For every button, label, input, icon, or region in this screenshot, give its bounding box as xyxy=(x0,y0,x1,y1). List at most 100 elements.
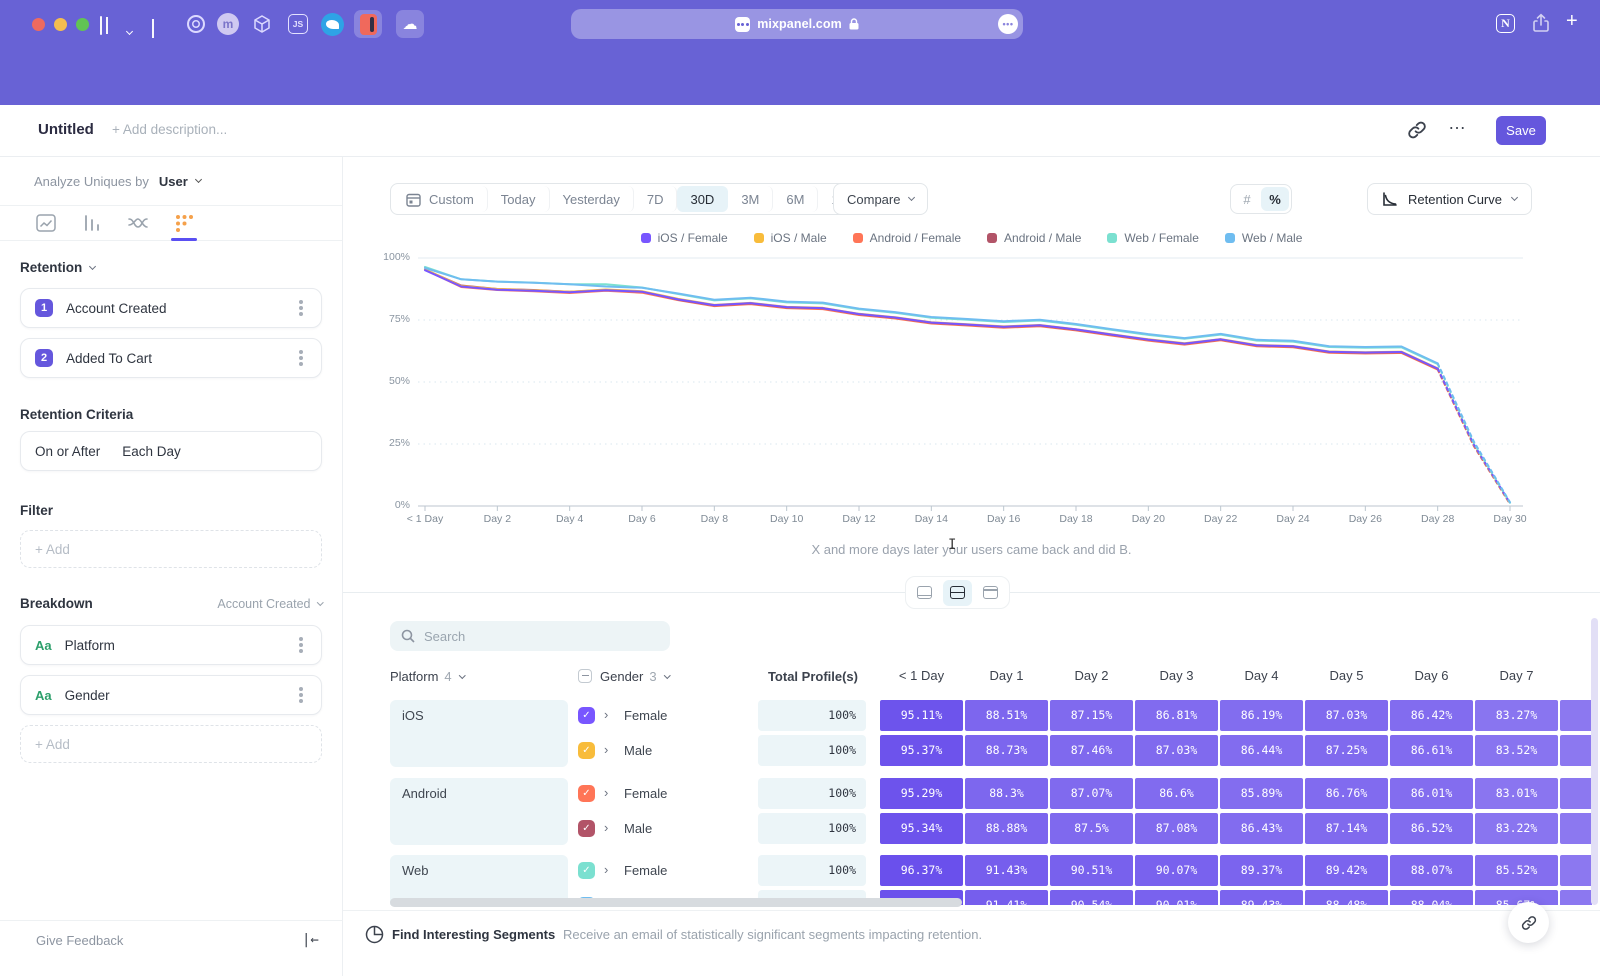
copy-link-icon[interactable] xyxy=(1406,119,1430,143)
legend-item[interactable]: Android / Female xyxy=(852,231,961,245)
range-6m[interactable]: 6M xyxy=(773,186,819,212)
column-header-day[interactable]: Day 7 xyxy=(1499,668,1534,683)
range-3m[interactable]: 3M xyxy=(728,186,774,212)
collapse-sidebar-icon[interactable]: |← xyxy=(302,932,319,948)
zoom-window-button[interactable] xyxy=(76,18,89,31)
criteria-interval[interactable]: Each Day xyxy=(122,443,181,459)
retention-criteria-card[interactable]: On or After Each Day xyxy=(20,431,322,471)
column-header-day[interactable]: Day 4 xyxy=(1244,668,1279,683)
column-header-gender[interactable]: Gender 3 xyxy=(578,662,671,690)
tab-insights[interactable] xyxy=(34,206,58,240)
share-icon[interactable] xyxy=(1532,13,1550,38)
floating-share-link-button[interactable] xyxy=(1508,902,1549,943)
minimize-window-button[interactable] xyxy=(54,18,67,31)
close-window-button[interactable] xyxy=(32,18,45,31)
column-header-day[interactable]: Day 1 xyxy=(989,668,1024,683)
expand-chevron-icon[interactable]: › xyxy=(604,742,609,757)
series-checkbox[interactable]: ✓ xyxy=(578,707,595,724)
retention-value-cell: 88.04% xyxy=(1390,890,1473,905)
column-header-day[interactable]: Day 3 xyxy=(1159,668,1194,683)
notes-extension-icon[interactable] xyxy=(354,10,382,38)
chevron-down-icon[interactable] xyxy=(125,21,134,39)
legend-item[interactable]: Web / Female xyxy=(1107,231,1199,245)
range-7d[interactable]: 7D xyxy=(634,186,678,212)
retention-step-2[interactable]: 2 Added To Cart xyxy=(20,338,322,378)
kebab-menu-icon[interactable] xyxy=(299,643,303,647)
new-tab-icon[interactable]: + xyxy=(1566,10,1578,32)
breakdown-scope-dropdown[interactable]: Account Created xyxy=(217,597,323,611)
column-header-total[interactable]: Total Profile(s) xyxy=(767,668,858,684)
segments-title[interactable]: Find Interesting Segments xyxy=(392,927,556,942)
range-custom[interactable]: Custom xyxy=(393,186,488,212)
unit-percent-button[interactable]: % xyxy=(1261,187,1289,211)
range-today[interactable]: Today xyxy=(488,186,550,212)
column-header-day[interactable]: Day 5 xyxy=(1329,668,1364,683)
breakdown-add-button[interactable]: + Add xyxy=(20,725,322,763)
cube-extension-icon[interactable] xyxy=(248,10,276,38)
bird-extension-icon[interactable] xyxy=(318,10,346,38)
platform-cell[interactable]: iOS xyxy=(390,700,568,767)
breakdown-platform[interactable]: Aa Platform xyxy=(20,625,322,665)
legend-item[interactable]: iOS / Female xyxy=(640,231,728,245)
platform-cell[interactable]: Android xyxy=(390,778,568,845)
platform-cell[interactable]: Web xyxy=(390,855,568,905)
expand-chevron-icon[interactable]: › xyxy=(604,707,609,722)
tab-funnels[interactable] xyxy=(80,206,104,240)
tab-retention[interactable] xyxy=(171,206,197,241)
vertical-scrollbar[interactable] xyxy=(1591,618,1598,905)
column-header-platform[interactable]: Platform 4 xyxy=(390,662,466,690)
series-checkbox[interactable]: ✓ xyxy=(578,820,595,837)
column-header-day[interactable]: Day 6 xyxy=(1414,668,1449,683)
range-30d[interactable]: 30D xyxy=(677,186,729,212)
unit-count-button[interactable]: # xyxy=(1243,191,1251,207)
column-header-day[interactable]: Day 2 xyxy=(1074,668,1109,683)
kebab-menu-icon[interactable] xyxy=(299,693,303,697)
breakdown-gender[interactable]: Aa Gender xyxy=(20,675,322,715)
series-checkbox[interactable]: ✓ xyxy=(578,742,595,759)
criteria-mode[interactable]: On or After xyxy=(35,443,101,459)
table-search[interactable] xyxy=(390,621,670,651)
notion-icon[interactable]: N xyxy=(1496,14,1515,33)
retention-value-cell: 86.01% xyxy=(1390,778,1473,809)
expand-chevron-icon[interactable]: › xyxy=(604,785,609,800)
report-title[interactable]: Untitled xyxy=(38,121,94,138)
legend-item[interactable]: Web / Male xyxy=(1224,231,1302,245)
filter-add-button[interactable]: + Add xyxy=(20,530,322,568)
give-feedback-link[interactable]: Give Feedback xyxy=(36,933,124,948)
legend-item[interactable]: Android / Male xyxy=(987,231,1081,245)
ring-extension-icon[interactable] xyxy=(182,10,210,38)
view-chart-only-button[interactable] xyxy=(910,580,939,606)
url-actions-button[interactable]: ••• xyxy=(998,14,1018,34)
js-extension-icon[interactable]: JS xyxy=(284,10,312,38)
report-description-placeholder[interactable]: + Add description... xyxy=(112,122,228,137)
tab-flows[interactable] xyxy=(126,206,150,240)
retention-step-1[interactable]: 1 Account Created xyxy=(20,288,322,328)
back-icon[interactable] xyxy=(152,19,154,38)
expand-chevron-icon[interactable]: › xyxy=(604,820,609,835)
collapse-all-checkbox[interactable] xyxy=(578,669,592,683)
sidebar-icon[interactable] xyxy=(100,16,102,35)
m-avatar-icon[interactable]: m xyxy=(214,10,242,38)
horizontal-scrollbar[interactable] xyxy=(390,898,962,907)
url-bar[interactable]: mixpanel.com ••• xyxy=(571,9,1023,39)
legend-swatch xyxy=(987,233,998,243)
kebab-menu-icon[interactable] xyxy=(299,306,303,310)
more-actions-button[interactable]: … xyxy=(1448,113,1467,133)
kebab-menu-icon[interactable] xyxy=(299,356,303,360)
column-header-day[interactable]: < 1 Day xyxy=(898,668,945,683)
range-yesterday[interactable]: Yesterday xyxy=(550,186,634,212)
view-chart-and-table-button[interactable] xyxy=(943,579,972,606)
soundcloud-extension-icon[interactable]: ☁ xyxy=(396,10,424,38)
retention-section-heading[interactable]: Retention xyxy=(20,260,322,275)
retention-line-chart[interactable] xyxy=(343,245,1600,535)
table-search-input[interactable] xyxy=(424,628,644,644)
save-button[interactable]: Save xyxy=(1496,116,1546,145)
view-table-only-button[interactable] xyxy=(976,580,1005,606)
series-checkbox[interactable]: ✓ xyxy=(578,785,595,802)
expand-chevron-icon[interactable]: › xyxy=(604,862,609,877)
compare-button[interactable]: Compare xyxy=(833,183,929,215)
series-checkbox[interactable]: ✓ xyxy=(578,862,595,879)
chart-type-dropdown[interactable]: Retention Curve xyxy=(1367,183,1532,215)
legend-item[interactable]: iOS / Male xyxy=(753,231,827,245)
analyze-value[interactable]: User xyxy=(158,173,188,189)
